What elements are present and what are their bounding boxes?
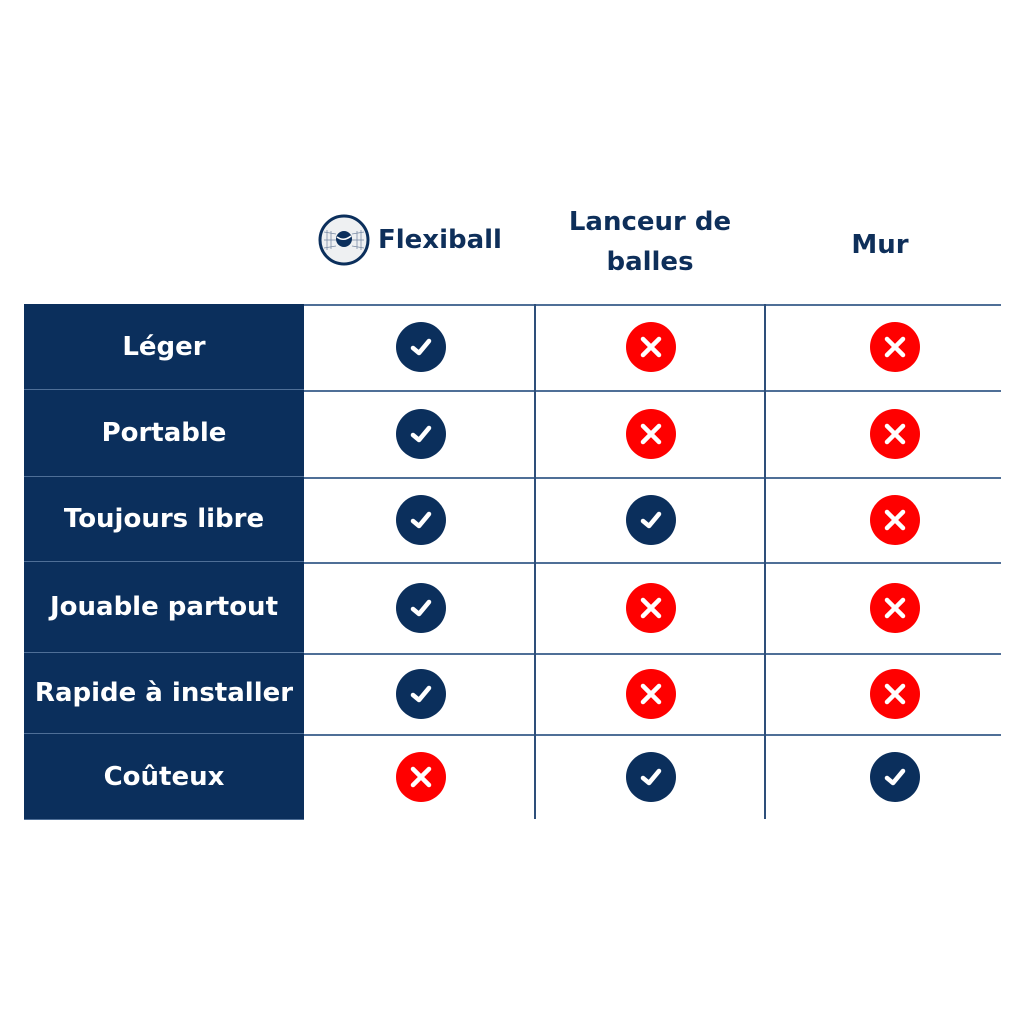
column-divider	[534, 304, 536, 819]
column-header-lanceur: Lanceur de balles	[540, 202, 760, 282]
x-circle-icon	[396, 752, 446, 802]
x-circle-icon	[870, 322, 920, 372]
check-circle-icon	[396, 582, 446, 633]
row-label: Toujours libre	[24, 477, 304, 562]
check-circle-icon	[396, 322, 446, 372]
row-label: Rapide à installer	[24, 653, 304, 734]
row-divider	[304, 562, 1001, 564]
check-circle-icon	[396, 494, 446, 545]
check-circle-icon	[396, 408, 446, 459]
x-circle-icon	[626, 582, 676, 633]
x-circle-icon	[626, 322, 676, 372]
row-label: Jouable partout	[24, 562, 304, 653]
row-divider	[304, 304, 1001, 306]
x-circle-icon	[870, 408, 920, 459]
header-line: Lanceur de	[568, 207, 732, 237]
row-label: Coûteux	[24, 734, 304, 820]
column-header-flexiball: Flexiball	[378, 225, 502, 255]
x-circle-icon	[626, 668, 676, 719]
row-divider	[304, 734, 1001, 736]
x-circle-icon	[870, 668, 920, 719]
header-line: balles	[606, 247, 694, 277]
row-divider	[304, 477, 1001, 479]
check-circle-icon	[626, 494, 676, 545]
check-circle-icon	[870, 752, 920, 802]
row-label: Léger	[24, 304, 304, 390]
row-divider	[304, 390, 1001, 392]
row-divider	[304, 653, 1001, 655]
x-circle-icon	[870, 582, 920, 633]
column-header-mur: Mur	[851, 230, 909, 260]
flexiball-header: Flexiball	[318, 214, 502, 266]
x-circle-icon	[870, 494, 920, 545]
x-circle-icon	[626, 408, 676, 459]
check-circle-icon	[396, 668, 446, 719]
row-label: Portable	[24, 390, 304, 477]
column-divider	[764, 304, 766, 819]
check-circle-icon	[626, 752, 676, 802]
flexiball-logo	[318, 214, 370, 266]
